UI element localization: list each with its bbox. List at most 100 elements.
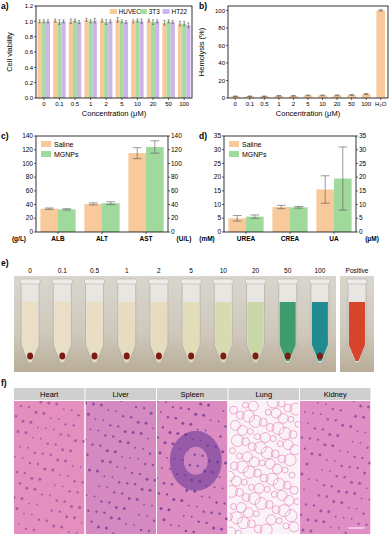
alveolus [247, 428, 253, 434]
bar [108, 21, 112, 98]
error-line [59, 20, 60, 25]
nucleus [194, 454, 196, 456]
nucleus [225, 517, 227, 520]
nucleus [69, 449, 72, 452]
error-cap [109, 19, 111, 20]
tube-cap [213, 279, 233, 284]
nucleus [329, 470, 331, 472]
error-cap [233, 215, 242, 216]
nucleus [146, 515, 148, 517]
tube [52, 279, 72, 363]
nucleus [120, 401, 122, 402]
bar [104, 22, 108, 98]
nucleus [180, 499, 183, 502]
error-cap [338, 146, 347, 147]
nucleus [42, 453, 44, 455]
tube [85, 279, 105, 363]
nucleus [176, 473, 178, 475]
alveolus [230, 462, 238, 470]
error-line [93, 203, 94, 205]
bar [58, 209, 76, 232]
x-tick-label: 0.5 [260, 101, 269, 107]
bar [135, 21, 139, 98]
alveolus [264, 486, 270, 492]
alveolus [229, 406, 237, 414]
error-bar [94, 18, 96, 23]
legend-label: MGNPs [242, 151, 267, 158]
error-cap [291, 96, 295, 97]
tube-cap [149, 279, 169, 284]
x-tick-label: 1 [277, 101, 281, 107]
nucleus [184, 474, 186, 476]
panel-f: f)HeartLiverSpleenLungKidney [1, 378, 371, 537]
error-bar [179, 21, 181, 26]
nucleus [323, 443, 326, 446]
error-cap [277, 95, 281, 96]
nucleus [73, 480, 75, 482]
error-bar [291, 95, 295, 97]
y-tick-label: 100 [215, 8, 226, 14]
bar [73, 21, 77, 98]
alveolus [265, 501, 273, 509]
error-line [180, 21, 181, 26]
alveolus [290, 403, 299, 415]
tube [278, 279, 298, 363]
tube-label: 5 [189, 267, 193, 274]
alveolus [254, 434, 260, 440]
nucleus [363, 472, 366, 475]
nucleus [55, 443, 57, 445]
bar [167, 21, 171, 98]
nucleus [172, 406, 174, 408]
nucleus [349, 425, 352, 428]
y-tick-label: 10 [214, 201, 222, 208]
nucleus [189, 423, 192, 426]
nucleus [152, 464, 154, 466]
alveolus [283, 481, 291, 489]
y-tick-label: 0 [222, 95, 226, 101]
nucleus [62, 485, 64, 487]
error-bar [233, 95, 237, 97]
histology-image [86, 401, 157, 534]
alveolus [235, 488, 243, 496]
nucleus [130, 416, 132, 418]
nucleus [219, 435, 221, 437]
plot-frame [36, 6, 192, 98]
error-cap [306, 95, 310, 96]
alveolus [271, 408, 281, 418]
bar [246, 217, 264, 232]
error-line [106, 20, 107, 25]
x-tick-label: UREA [237, 235, 256, 242]
nucleus [30, 477, 33, 480]
alveolus [243, 466, 255, 478]
bar [38, 21, 42, 98]
x-tick-label: 10 [319, 101, 326, 107]
tube-label: 1 [125, 267, 129, 274]
y-unit: (mM) [199, 235, 215, 243]
nucleus [86, 402, 88, 405]
nucleus [224, 425, 226, 427]
nucleus [345, 491, 348, 494]
error-cap [250, 214, 259, 215]
legend-swatch [41, 151, 51, 157]
nucleus [206, 485, 208, 487]
error-cap [152, 19, 154, 20]
nucleus [160, 411, 162, 413]
nucleus [119, 440, 122, 443]
legend-swatch [41, 141, 51, 147]
nucleus [28, 406, 30, 408]
error-bar [248, 95, 252, 97]
bar [128, 153, 146, 232]
error-cap [74, 22, 76, 23]
legend-swatch [229, 141, 239, 147]
panel-label: a) [1, 1, 9, 11]
tissue-bg [157, 401, 228, 534]
error-cap [106, 204, 115, 205]
nucleus [38, 519, 40, 521]
nucleus [146, 478, 149, 481]
x-tick-label: 20 [334, 101, 341, 107]
error-cap [364, 94, 368, 95]
plot-frame [224, 136, 356, 232]
bar [376, 10, 385, 98]
rbc-pellet [59, 353, 65, 360]
nucleus [112, 532, 114, 534]
